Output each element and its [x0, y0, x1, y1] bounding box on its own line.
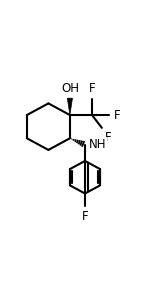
Polygon shape	[67, 98, 72, 115]
Text: F: F	[89, 82, 95, 95]
Text: F: F	[114, 108, 120, 122]
Text: OH: OH	[61, 82, 79, 95]
Text: NH: NH	[88, 138, 106, 151]
Text: F: F	[82, 210, 88, 223]
Text: F: F	[105, 131, 112, 144]
